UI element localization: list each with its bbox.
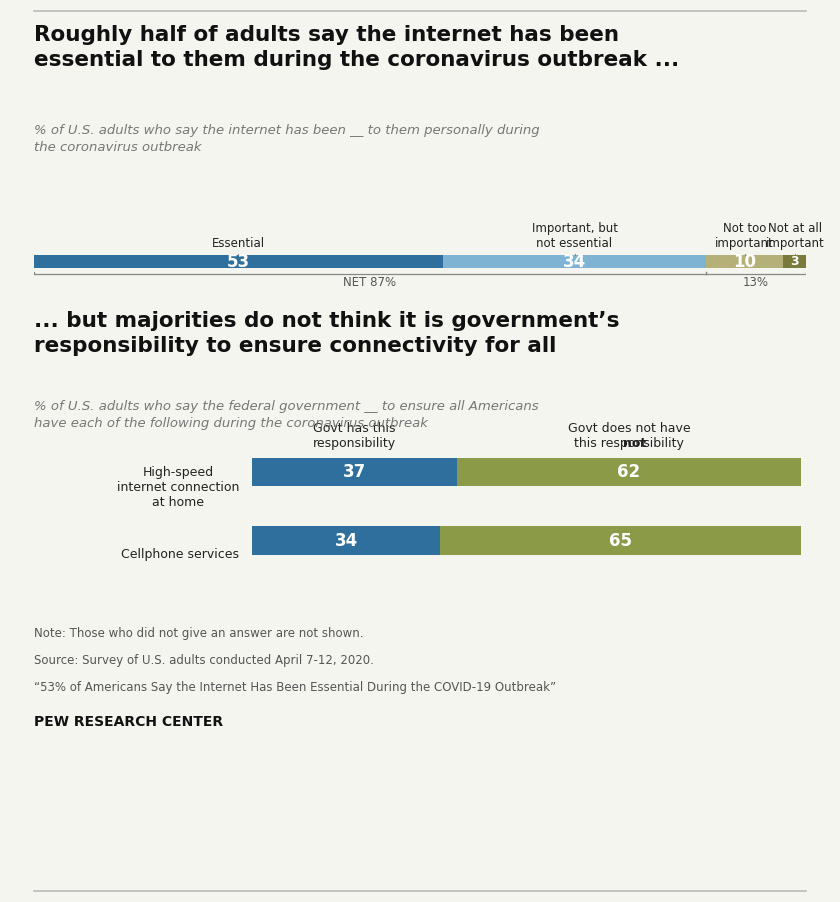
Text: Govt does not have
this responsibility: Govt does not have this responsibility — [568, 422, 690, 450]
Bar — [783, 255, 806, 268]
Text: PEW RESEARCH CENTER: PEW RESEARCH CENTER — [34, 715, 223, 730]
Text: Roughly half of adults say the internet has been
essential to them during the co: Roughly half of adults say the internet … — [34, 25, 679, 70]
Text: 34: 34 — [563, 253, 586, 271]
Text: 10: 10 — [733, 253, 756, 271]
Bar — [34, 255, 444, 268]
Text: 53: 53 — [227, 253, 250, 271]
Bar — [440, 526, 801, 555]
Text: NET 87%: NET 87% — [344, 276, 396, 289]
Text: % of U.S. adults who say the federal government __ to ensure all Americans
have : % of U.S. adults who say the federal gov… — [34, 400, 538, 429]
Text: Note: Those who did not give an answer are not shown.: Note: Those who did not give an answer a… — [34, 627, 363, 640]
Bar — [706, 255, 783, 268]
Text: 13%: 13% — [743, 276, 769, 289]
Text: 37: 37 — [343, 463, 366, 481]
Text: Not too
important: Not too important — [715, 222, 774, 250]
Text: ... but majorities do not think it is government’s
responsibility to ensure conn: ... but majorities do not think it is go… — [34, 311, 619, 356]
Text: 62: 62 — [617, 463, 641, 481]
Text: Important, but
not essential: Important, but not essential — [532, 222, 617, 250]
Text: High-speed
internet connection
at home: High-speed internet connection at home — [117, 465, 239, 509]
Text: “53% of Americans Say the Internet Has Been Essential During the COVID-19 Outbre: “53% of Americans Say the Internet Has B… — [34, 681, 556, 694]
Bar — [252, 457, 457, 486]
Bar — [444, 255, 706, 268]
Text: Cellphone services: Cellphone services — [122, 548, 239, 561]
Text: Essential: Essential — [212, 236, 265, 250]
Text: Govt has this
responsibility: Govt has this responsibility — [313, 422, 396, 450]
Text: Not at all
important: Not at all important — [765, 222, 824, 250]
Text: not: not — [623, 437, 646, 450]
Text: 65: 65 — [609, 531, 633, 549]
Text: 3: 3 — [790, 255, 799, 268]
Text: 34: 34 — [334, 531, 358, 549]
Bar — [457, 457, 801, 486]
Text: % of U.S. adults who say the internet has been __ to them personally during
the : % of U.S. adults who say the internet ha… — [34, 124, 539, 154]
Text: Source: Survey of U.S. adults conducted April 7-12, 2020.: Source: Survey of U.S. adults conducted … — [34, 654, 374, 667]
Bar — [252, 526, 440, 555]
